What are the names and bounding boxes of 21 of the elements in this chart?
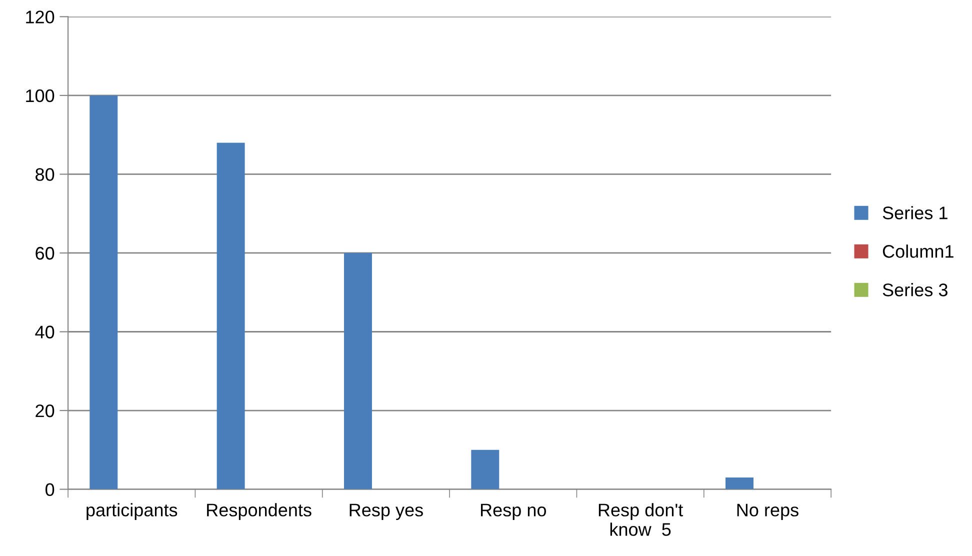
legend-label: Series 3 bbox=[882, 283, 948, 296]
y-tick-label: 60 bbox=[36, 246, 54, 260]
y-tick-label: 100 bbox=[26, 89, 54, 102]
x-tick-label: Resp yes bbox=[350, 504, 423, 520]
legend-label: Column1 bbox=[882, 244, 954, 258]
y-tick-label: 40 bbox=[35, 326, 54, 338]
x-tick-label: Resp no bbox=[480, 504, 546, 520]
bar bbox=[726, 477, 754, 490]
y-tick-label: 120 bbox=[26, 10, 54, 24]
x-tick-label: Resp don't know 5 bbox=[598, 503, 684, 536]
legend-label: Series 1 bbox=[882, 206, 948, 220]
x-tick-label: Respondents bbox=[207, 503, 312, 520]
x-tick-label: No reps bbox=[737, 504, 798, 520]
bar bbox=[216, 142, 245, 490]
x-tick-label: participants bbox=[86, 503, 178, 520]
bar bbox=[471, 450, 500, 490]
y-tick-label: 0 bbox=[46, 483, 54, 496]
bar bbox=[344, 252, 372, 490]
y-tick-label: 20 bbox=[36, 404, 54, 418]
bar bbox=[90, 95, 118, 490]
y-tick-label: 80 bbox=[36, 168, 54, 181]
